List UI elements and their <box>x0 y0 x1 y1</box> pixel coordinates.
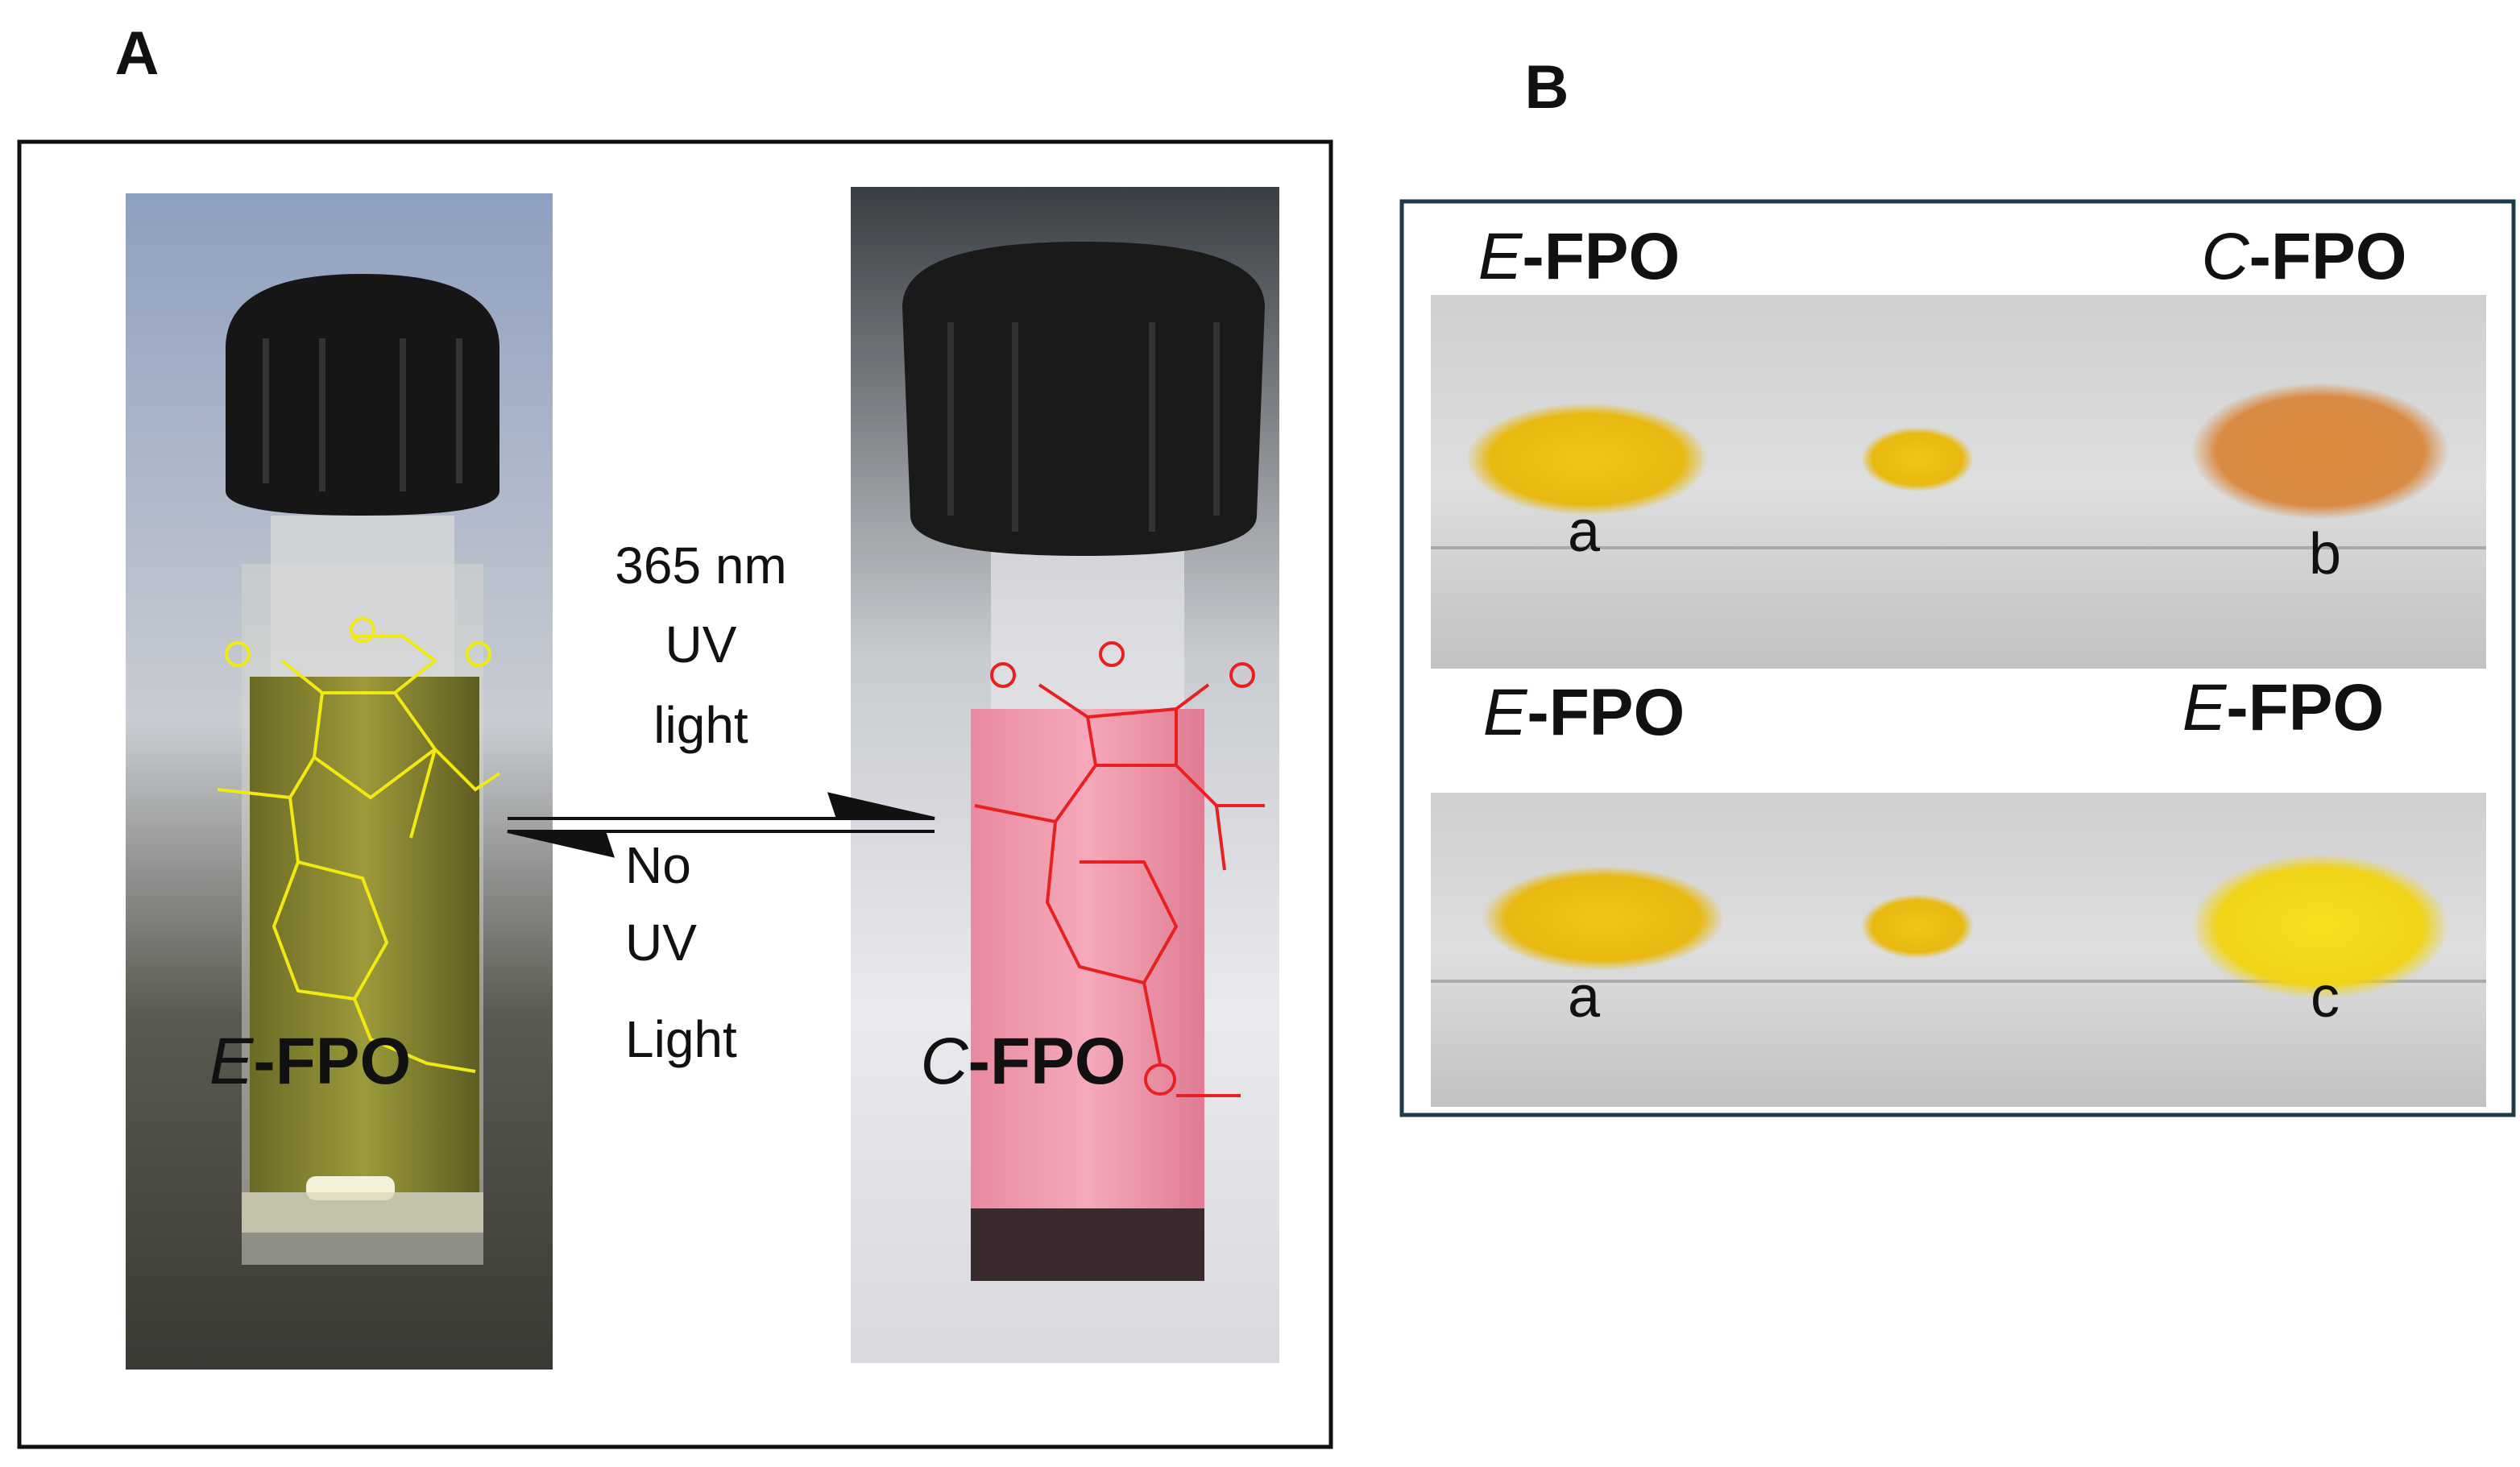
panel-frame <box>1399 199 2516 1117</box>
compound-label: E-FPO <box>209 1025 412 1098</box>
condition-text: Light <box>625 1010 737 1068</box>
isomer-prefix: E <box>209 1025 255 1098</box>
isomer-prefix: E <box>1478 220 1523 293</box>
photo-c-vial: C-FPO <box>851 187 1279 1363</box>
compound-name: -FPO <box>1527 676 1685 749</box>
isomer-prefix: C <box>2201 220 2249 293</box>
compound-label: E-FPO <box>2182 671 2385 744</box>
sample-label: a <box>1568 499 1601 564</box>
compound-name: -FPO <box>968 1025 1126 1098</box>
isomer-prefix: E <box>2182 671 2228 744</box>
photo-powder-top <box>1431 295 2486 669</box>
isomer-prefix: C <box>920 1025 968 1098</box>
equilibrium-arrows <box>507 792 935 858</box>
compound-label: C-FPO <box>920 1025 1125 1098</box>
photo-powder-bottom <box>1431 793 2486 1107</box>
sample-label: a <box>1568 965 1601 1030</box>
condition-text: No <box>625 836 691 894</box>
condition-text: UV <box>665 615 737 673</box>
panel-label: A <box>115 19 160 88</box>
compound-name: -FPO <box>2249 220 2407 293</box>
sample-label: c <box>2311 965 2340 1030</box>
condition-text: 365 nm <box>615 537 786 595</box>
compound-label: E-FPO <box>1478 220 1681 293</box>
compound-name: -FPO <box>2226 671 2384 744</box>
compound-label: E-FPO <box>1483 676 1685 749</box>
compound-name: -FPO <box>253 1025 411 1098</box>
compound-label: C-FPO <box>2201 220 2406 293</box>
panel-label: B <box>1525 53 1569 122</box>
condition-text: light <box>653 696 748 754</box>
compound-name: -FPO <box>1522 220 1680 293</box>
isomer-prefix: E <box>1483 676 1528 749</box>
photo-e-vial: E-FPO <box>126 193 553 1370</box>
condition-text: UV <box>625 914 697 972</box>
panel-frame <box>17 139 1333 1449</box>
sample-label: b <box>2309 522 2341 586</box>
